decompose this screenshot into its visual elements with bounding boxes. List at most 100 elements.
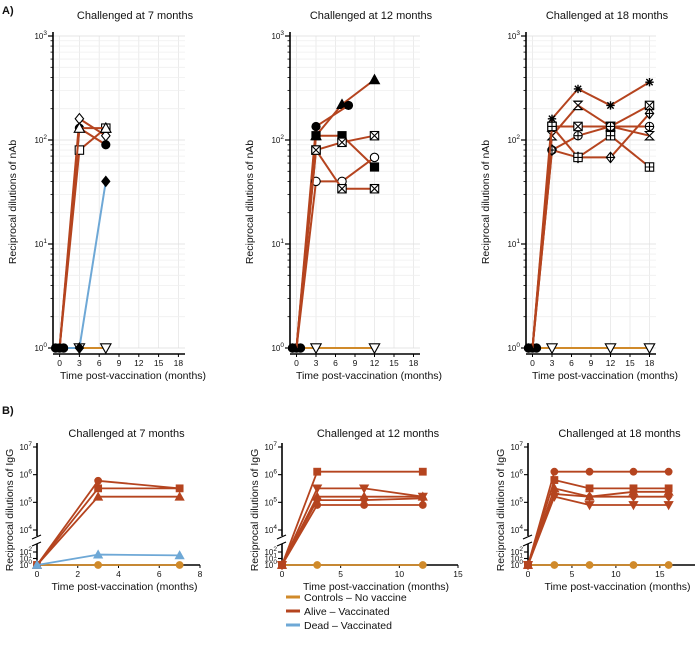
data-point — [58, 343, 69, 353]
data-point — [368, 343, 381, 355]
series-alive — [31, 491, 185, 569]
data-point — [74, 342, 85, 354]
axis-break — [31, 534, 42, 540]
x-tick-label: 0 — [526, 569, 531, 579]
series-control — [278, 561, 427, 569]
data-point — [547, 114, 557, 123]
axis-break — [522, 541, 533, 547]
series-control — [523, 343, 656, 355]
data-point — [605, 121, 616, 132]
axis-break — [276, 541, 287, 547]
series-line — [281, 504, 423, 566]
data-point — [94, 476, 103, 485]
chart-5: Challenged at 18 months10010110210410510… — [495, 428, 695, 593]
y-tick-label: 100 — [34, 342, 47, 353]
chart-4: Challenged at 12 months10010110210410510… — [249, 428, 463, 593]
data-point — [175, 561, 184, 569]
data-point — [606, 101, 615, 110]
data-point — [572, 100, 584, 111]
x-tick-label: 3 — [550, 358, 555, 368]
x-axis-label: Time post-vaccination (months) — [303, 581, 449, 593]
data-point — [550, 476, 559, 484]
y-tick-label: 107 — [19, 441, 32, 452]
y-tick-label: 107 — [510, 441, 523, 452]
data-point — [174, 550, 185, 560]
data-point — [645, 77, 654, 87]
x-tick-label: 15 — [154, 358, 164, 368]
x-tick-label: 10 — [611, 569, 621, 579]
chart-title: Challenged at 18 months — [558, 428, 681, 440]
data-point — [99, 343, 112, 355]
y-axis-label: Reciprocal dilutions of IgG — [249, 449, 261, 572]
x-tick-label: 18 — [645, 358, 655, 368]
x-tick-label: 6 — [157, 569, 162, 579]
y-tick-label: 101 — [271, 238, 284, 249]
y-tick-label: 107 — [264, 441, 277, 452]
x-axis-label: Time post-vaccination (months) — [296, 370, 442, 382]
data-point — [573, 130, 583, 141]
data-point — [74, 145, 85, 155]
y-tick-label: 102 — [510, 546, 523, 557]
data-point — [585, 561, 594, 569]
data-point — [287, 343, 298, 353]
panel-label-b: B) — [2, 405, 14, 417]
series-dead — [58, 175, 111, 354]
y-tick-label: 102 — [264, 546, 277, 557]
axis-break — [522, 534, 533, 540]
chart-0: Challenged at 7 months 100 101 102 103 0 3 6 9 12… — [7, 10, 206, 382]
series-line — [527, 470, 669, 566]
x-tick-label: 15 — [453, 569, 463, 579]
series-alive — [278, 467, 427, 569]
data-point — [311, 145, 321, 155]
x-axis-label: Time post-vaccination (months) — [544, 581, 690, 593]
y-tick-label: 106 — [19, 469, 32, 480]
data-point — [174, 491, 185, 501]
y-tick-label: 102 — [507, 134, 520, 145]
axis-break — [276, 534, 287, 540]
x-tick-label: 0 — [57, 358, 62, 368]
x-tick-label: 2 — [75, 569, 80, 579]
y-tick-label: 104 — [510, 524, 523, 535]
data-point — [359, 484, 370, 494]
x-tick-label: 15 — [389, 358, 399, 368]
data-point — [643, 343, 656, 355]
data-point — [584, 501, 595, 511]
y-tick-label: 100 — [19, 559, 32, 570]
series-alive — [522, 492, 674, 571]
x-axis-label: Time post-vaccination (months) — [532, 370, 678, 382]
chart-title: Challenged at 12 months — [310, 10, 433, 22]
data-point — [585, 484, 594, 493]
x-tick-label: 3 — [77, 358, 82, 368]
data-point — [663, 501, 674, 511]
data-point — [643, 130, 656, 141]
data-point — [522, 561, 534, 571]
chart-1: Challenged at 12 months 100 101 102 103 0 3 6 9 1… — [244, 10, 442, 382]
y-tick-label: 102 — [19, 546, 32, 557]
legend: Controls – No vaccine Alive – Vaccinated D… — [286, 592, 407, 632]
y-tick-label: 101 — [507, 238, 520, 249]
y-tick-label: 102 — [271, 134, 284, 145]
data-point — [628, 501, 639, 511]
series-line — [36, 487, 180, 566]
data-point — [278, 561, 286, 569]
legend-item: Dead – Vaccinated — [286, 620, 392, 632]
series-line — [36, 553, 180, 566]
legend-label: Alive – Vaccinated — [304, 606, 390, 618]
series-line — [295, 156, 376, 349]
y-tick-label: 100 — [507, 342, 520, 353]
legend-label: Controls – No vaccine — [304, 592, 407, 604]
y-tick-label: 106 — [264, 469, 277, 480]
legend-item: Alive – Vaccinated — [286, 606, 390, 618]
y-axis-label: Reciprocal dilutions of nAb — [244, 140, 256, 264]
x-tick-label: 12 — [134, 358, 144, 368]
x-axis-label: Time post-vaccination (months) — [51, 581, 197, 593]
y-tick-label: 100 — [510, 559, 523, 570]
x-tick-label: 18 — [174, 358, 184, 368]
x-tick-label: 0 — [294, 358, 299, 368]
x-tick-label: 9 — [589, 358, 594, 368]
data-point — [605, 151, 616, 164]
data-point — [337, 137, 347, 148]
x-tick-label: 5 — [570, 569, 575, 579]
